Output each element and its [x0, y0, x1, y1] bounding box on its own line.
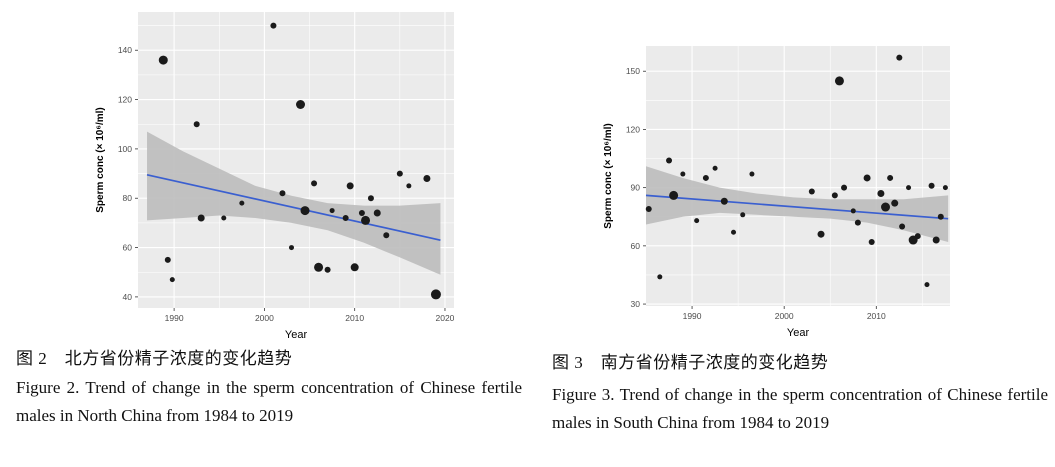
figure-2-caption-english: Figure 2. Trend of change in the sperm c… — [16, 378, 522, 425]
chart-svg: 1990 2000 2010 2020 40 60 80 100 120 140 Year Sperm… — [95, 12, 455, 341]
y-tick-label: 90 — [631, 183, 641, 193]
data-point — [896, 54, 903, 61]
data-point — [669, 190, 679, 200]
data-point — [808, 188, 815, 195]
data-point — [891, 199, 899, 207]
data-point — [300, 206, 310, 216]
data-point — [680, 171, 686, 177]
confidence-band — [646, 166, 949, 242]
data-point — [914, 233, 921, 240]
x-tick-label: 1990 — [683, 311, 702, 321]
data-point — [288, 245, 294, 251]
data-point — [749, 171, 755, 177]
data-point — [324, 266, 331, 273]
data-point — [694, 218, 700, 224]
data-point — [924, 282, 930, 288]
figure-2-caption-chinese: 图 2 北方省份精子浓度的变化趋势 — [16, 349, 293, 368]
data-point — [942, 185, 948, 191]
data-point — [430, 289, 441, 300]
figure-3-caption-english: Figure 3. Trend of change in the sperm c… — [552, 385, 1048, 432]
data-point — [239, 200, 245, 206]
trend-line — [146, 173, 441, 241]
data-point — [834, 76, 844, 86]
data-point — [720, 197, 728, 205]
data-point — [193, 121, 200, 128]
data-point — [164, 256, 171, 263]
x-axis-label: Year — [285, 329, 308, 341]
y-tick-label: 30 — [631, 299, 641, 309]
data-point — [906, 185, 912, 191]
data-point — [877, 189, 885, 197]
data-point — [831, 192, 838, 199]
data-point — [868, 238, 875, 245]
data-point — [899, 223, 906, 230]
data-point — [342, 214, 349, 221]
y-tick-label: 150 — [626, 66, 640, 76]
data-point — [928, 182, 935, 189]
data-point — [169, 277, 175, 283]
data-point — [396, 170, 403, 177]
data-point — [311, 180, 318, 187]
data-point — [367, 195, 374, 202]
data-point — [296, 100, 306, 109]
chart-svg: 1990 2000 2010 30 60 90 120 150 Year Sperm conc (… — [603, 46, 950, 339]
data-point — [817, 230, 825, 238]
y-tick-label: 60 — [631, 241, 641, 251]
data-point — [350, 263, 359, 272]
data-point — [850, 208, 856, 214]
data-point — [346, 182, 354, 190]
data-point — [423, 175, 431, 182]
y-axis-label: Sperm conc (× 10⁶/ml) — [95, 107, 106, 212]
data-point — [270, 22, 277, 29]
trend-line — [645, 194, 949, 220]
data-point — [221, 215, 227, 221]
plot-panel — [646, 46, 950, 306]
data-point — [881, 202, 891, 212]
confidence-band — [147, 131, 441, 275]
data-point — [645, 205, 652, 212]
x-tick-label: 2010 — [345, 313, 364, 323]
x-tick-label: 2000 — [255, 313, 274, 323]
x-tick-label: 2000 — [775, 311, 794, 321]
y-tick-label: 120 — [118, 95, 132, 105]
data-point — [702, 174, 709, 181]
data-point — [383, 232, 390, 239]
data-point — [841, 184, 848, 191]
data-point — [712, 165, 718, 171]
data-point — [854, 219, 861, 226]
data-point — [279, 190, 286, 197]
x-axis-label: Year — [787, 327, 810, 339]
data-point — [314, 262, 324, 272]
y-tick-label: 120 — [626, 124, 640, 134]
data-point — [373, 209, 381, 217]
data-point — [740, 212, 746, 218]
data-point — [937, 213, 944, 220]
figure-3-caption-chinese: 图 3 南方省份精子浓度的变化趋势 — [552, 353, 829, 372]
y-tick-label: 140 — [118, 45, 132, 55]
y-tick-label: 60 — [123, 243, 133, 253]
data-point — [197, 214, 205, 222]
figure-3-chart: 1990 2000 2010 30 60 90 120 150 Year Sperm conc (… — [600, 40, 960, 340]
x-tick-label: 2010 — [867, 311, 886, 321]
y-tick-label: 100 — [118, 144, 132, 154]
figure-2-chart: 1990 2000 2010 2020 40 60 80 100 120 140 Year Sperm… — [92, 6, 464, 342]
y-axis-label: Sperm conc (× 10⁶/ml) — [603, 123, 614, 228]
data-point — [406, 183, 412, 189]
data-point — [731, 229, 737, 235]
y-tick-label: 80 — [123, 193, 133, 203]
data-point — [887, 174, 894, 181]
data-point — [657, 274, 663, 280]
data-point — [358, 210, 365, 217]
x-tick-label: 1990 — [165, 313, 184, 323]
data-point — [863, 174, 871, 182]
data-point — [158, 55, 168, 65]
data-point — [329, 208, 335, 214]
y-tick-label: 40 — [123, 292, 133, 302]
data-point — [666, 157, 673, 164]
x-tick-label: 2020 — [436, 313, 455, 323]
data-point — [932, 236, 940, 244]
data-point — [361, 215, 371, 225]
